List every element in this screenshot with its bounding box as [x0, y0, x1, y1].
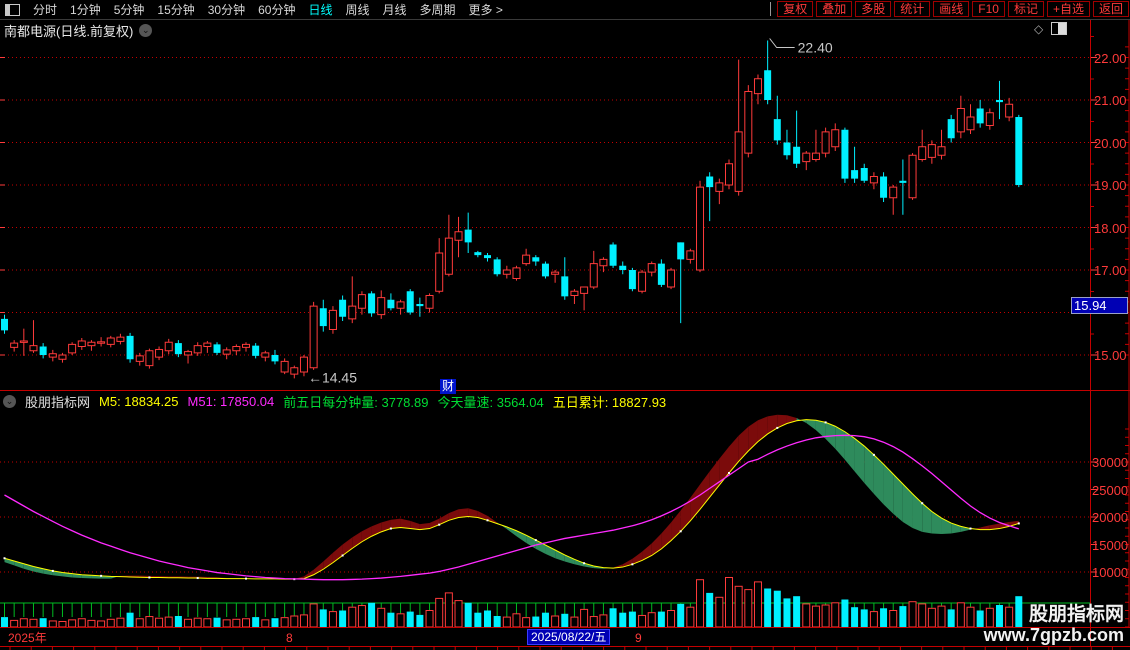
- volume-axis-label: 25000: [1092, 482, 1129, 498]
- corner-icons: ◇: [1034, 21, 1068, 36]
- chevron-down-icon[interactable]: ⌄: [139, 24, 153, 37]
- timeline-label: 2025年: [8, 631, 47, 645]
- menu-divider: [770, 2, 772, 16]
- menu-item-日线[interactable]: 日线: [308, 2, 333, 17]
- tool-button-统计[interactable]: 统计: [894, 1, 931, 17]
- watermark-url: www.7gpzb.com: [983, 625, 1124, 645]
- timeline-axis[interactable]: 2025年 8 2025/08/22/五 9: [0, 629, 1130, 646]
- timeline-label: 8: [286, 631, 293, 645]
- menu-item-月线[interactable]: 月线: [382, 2, 407, 17]
- menu-item-更多 >[interactable]: 更多 >: [468, 2, 503, 17]
- price-axis-label: 21.00: [1094, 93, 1127, 108]
- tool-button-叠加[interactable]: 叠加: [816, 1, 853, 17]
- timeline-label: 9: [635, 631, 642, 645]
- timeline-date-badge: 2025/08/22/五: [527, 629, 611, 645]
- watermark-site-name: 股朋指标网: [1028, 604, 1124, 625]
- price-axis-label: 18.00: [1094, 220, 1127, 236]
- window-layout-icon[interactable]: [5, 3, 20, 16]
- menu-item-1分钟[interactable]: 1分钟: [70, 2, 101, 17]
- menu-item-30分钟[interactable]: 30分钟: [207, 2, 246, 17]
- tool-button-F10[interactable]: F10: [972, 1, 1005, 17]
- period-menu: 分时 1分钟 5分钟 15分钟 30分钟 60分钟 日线 周线 月线 多周期 更多 >: [0, 1, 503, 19]
- menu-item-15分钟[interactable]: 15分钟: [157, 2, 195, 17]
- indicator-sum5-value: 五日累计: 18827.93: [552, 395, 667, 410]
- diamond-icon[interactable]: ◇: [1034, 21, 1044, 36]
- volume-axis-label: 30000: [1092, 455, 1129, 470]
- volume-axis-label: 15000: [1092, 537, 1129, 553]
- price-axis-label: 19.00: [1094, 178, 1127, 193]
- top-menu-bar: 分时 1分钟 5分钟 15分钟 30分钟 60分钟 日线 周线 月线 多周期 更多 > 复权 叠加 多股…: [0, 0, 1130, 20]
- tool-button-标记[interactable]: 标记: [1007, 1, 1044, 17]
- stock-title: 南都电源(日线.前复权): [4, 24, 134, 39]
- tool-menu: 复权 叠加 多股 统计 画线 F10 标记 +自选 返回: [770, 1, 1129, 17]
- finance-event-badge[interactable]: 财: [440, 379, 456, 394]
- indicator-name: 股朋指标网: [25, 395, 91, 410]
- menu-item-周线[interactable]: 周线: [345, 2, 370, 17]
- indicator-m5-value: M5: 18834.25: [99, 394, 179, 409]
- volume-axis-label: 10000: [1092, 565, 1129, 580]
- price-axis-label: 20.00: [1094, 135, 1127, 151]
- indicator-m51-value: M51: 17850.04: [187, 394, 275, 409]
- svg-text:←14.45: ←14.45: [308, 369, 357, 385]
- tool-button-复权[interactable]: 复权: [777, 1, 814, 17]
- svg-text:22.40: 22.40: [798, 40, 833, 56]
- indicator-speed-value: 今天量速: 3564.04: [437, 395, 544, 410]
- menu-item-5分钟[interactable]: 5分钟: [113, 2, 145, 17]
- split-view-icon[interactable]: [1051, 22, 1068, 35]
- tool-button-画线[interactable]: 画线: [933, 1, 970, 17]
- chart-title-row: 南都电源(日线.前复权) ⌄: [4, 21, 153, 40]
- indicator-chevron-icon[interactable]: ⌄: [3, 395, 16, 408]
- price-axis-label: 22.00: [1094, 50, 1127, 66]
- tool-button-+自选[interactable]: +自选: [1046, 1, 1090, 17]
- price-axis-label: 15.00: [1094, 348, 1127, 363]
- watermark: 股朋指标网 www.7gpzb.com: [984, 604, 1124, 645]
- indicator-header: ⌄ 股朋指标网 M5: 18834.25 M51: 17850.04 前五日每分…: [3, 392, 666, 411]
- indicator-pre5-value: 前五日每分钟量: 3778.89: [283, 395, 429, 410]
- price-axis-label: 17.00: [1094, 263, 1127, 278]
- menu-item-60分钟[interactable]: 60分钟: [258, 2, 296, 17]
- menu-item-多周期[interactable]: 多周期: [419, 2, 456, 17]
- volume-axis-label: 20000: [1092, 510, 1129, 525]
- menu-item-分时[interactable]: 分时: [33, 2, 58, 17]
- last-price-badge: 15.94: [1071, 297, 1128, 314]
- tool-button-返回[interactable]: 返回: [1092, 1, 1129, 17]
- tool-button-多股[interactable]: 多股: [855, 1, 892, 17]
